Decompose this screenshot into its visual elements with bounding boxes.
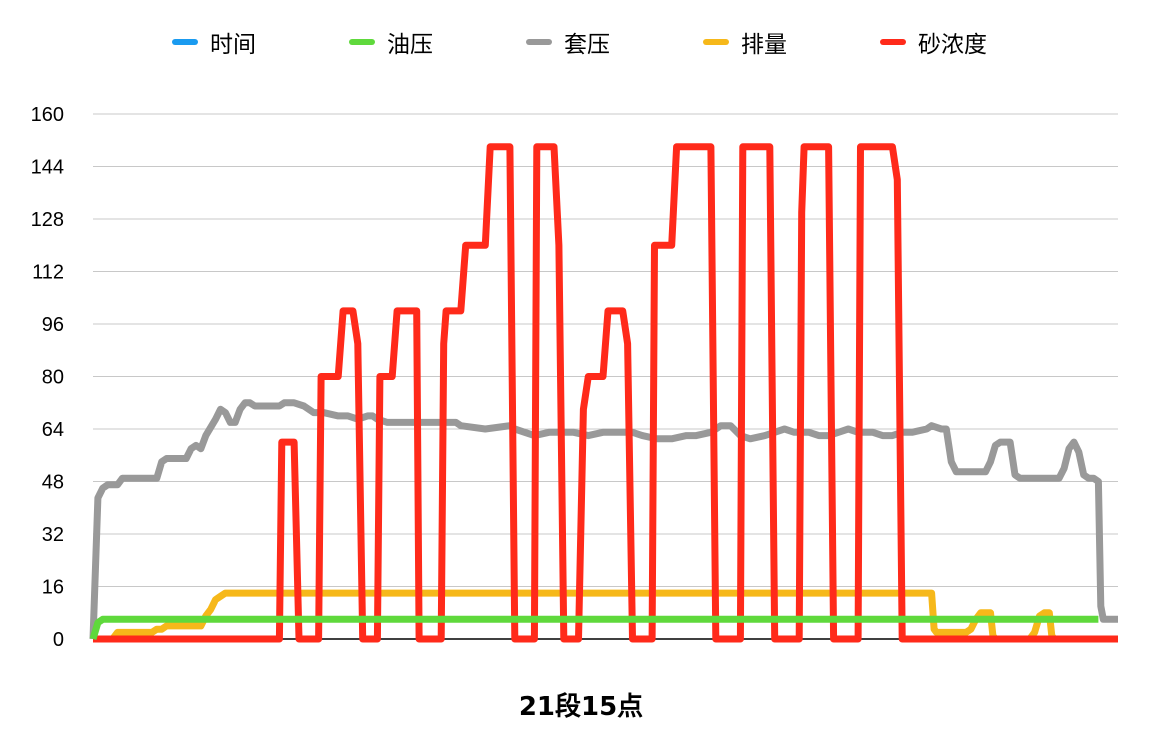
legend-label: 砂浓度 [918,32,987,58]
y-tick-label: 0 [53,629,64,651]
y-tick-label: 160 [31,104,64,126]
y-tick-label: 16 [42,577,64,599]
y-tick-label: 64 [42,419,64,441]
legend-swatch-displacement [703,39,729,45]
y-tick-label: 128 [31,209,64,231]
legend-swatch-time [172,39,198,45]
legend-item-time[interactable]: 时间 [172,22,256,62]
legend-item-casing-pressure[interactable]: 套压 [526,22,610,62]
y-tick-label: 112 [32,262,64,284]
legend-label: 油压 [387,32,433,58]
legend-label: 排量 [741,32,787,58]
y-tick-label: 144 [31,157,64,179]
legend-label: 时间 [210,32,256,58]
legend-item-sand-concentration[interactable]: 砂浓度 [880,22,987,62]
series-line-sand-concentration [93,143,1118,643]
series-line-casing-pressure [89,399,1118,640]
y-tick-label: 80 [42,367,64,389]
legend-item-tubing-pressure[interactable]: 油压 [349,22,433,62]
x-axis-label: 21段15点 [518,692,644,722]
series-line-tubing-pressure [89,615,1099,641]
y-tick-label: 32 [42,524,64,546]
legend-swatch-sand-concentration [880,39,906,45]
legend-item-displacement[interactable]: 排量 [703,22,787,62]
legend: 时间 油压 套压 排量 砂浓度 [0,22,1162,62]
legend-swatch-tubing-pressure [349,39,375,45]
y-tick-label: 96 [42,314,64,336]
series-line-displacement [93,589,1118,643]
y-tick-label: 48 [42,472,64,494]
legend-label: 套压 [564,32,610,58]
legend-swatch-casing-pressure [526,39,552,45]
